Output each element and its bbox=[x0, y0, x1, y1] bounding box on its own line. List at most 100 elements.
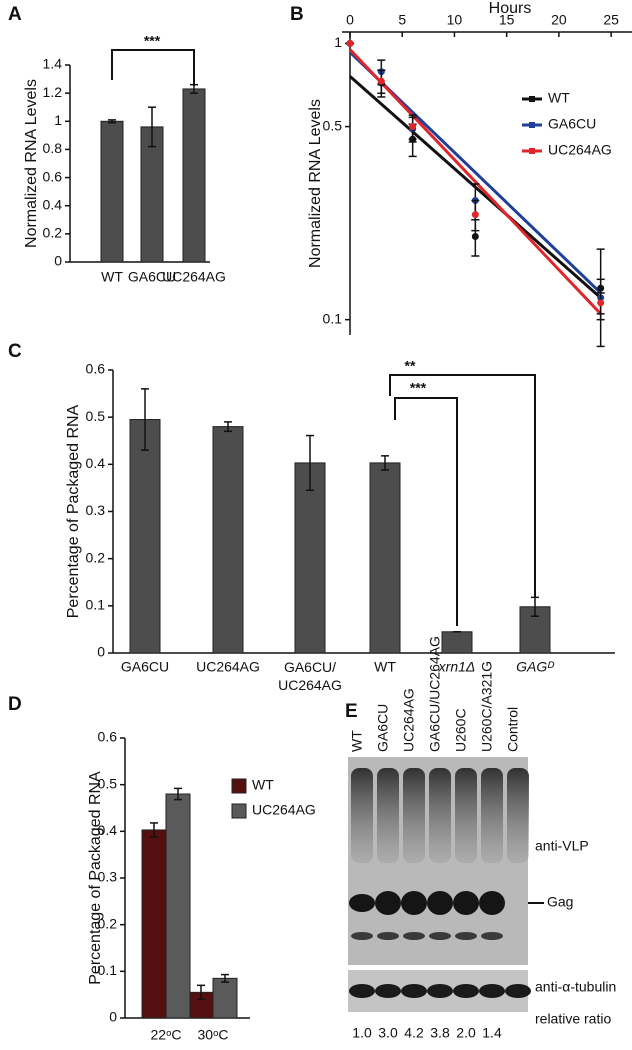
x-tick-label: 5 bbox=[398, 12, 406, 28]
ratio-label: 1.4 bbox=[482, 1025, 502, 1041]
x-tick-label: 0 bbox=[346, 12, 354, 28]
x-tick-label: 30ᵒC bbox=[198, 1027, 229, 1043]
gag-band bbox=[375, 891, 401, 915]
point bbox=[597, 299, 605, 307]
ratio-label: 4.2 bbox=[404, 1025, 424, 1041]
tubulin-band bbox=[375, 984, 401, 998]
y-tick-label: 0.4 bbox=[43, 196, 63, 212]
y-tick-label: 0.2 bbox=[86, 549, 106, 565]
panel-label: B bbox=[290, 4, 304, 25]
point bbox=[346, 39, 354, 47]
lane-label: U260C/A321G bbox=[479, 661, 495, 752]
error-bar bbox=[174, 787, 182, 801]
y-axis-label: Percentage of Packaged RNA bbox=[65, 404, 82, 618]
y-tick-label: 0.1 bbox=[323, 310, 343, 326]
legend-swatch bbox=[231, 803, 247, 819]
legend-swatch bbox=[231, 778, 247, 794]
y-tick-label: 0.4 bbox=[86, 455, 106, 471]
y-tick-label: 0.1 bbox=[86, 597, 106, 613]
y-tick-label: 0.3 bbox=[86, 502, 106, 518]
x-tick-label: 22ᵒC bbox=[151, 1027, 182, 1043]
x-tick-label: 10 bbox=[447, 12, 463, 28]
point bbox=[409, 123, 417, 131]
x-tick-label: GAGᴰ bbox=[516, 659, 554, 675]
fit-line bbox=[348, 48, 602, 315]
x-tick-label: GA6CU bbox=[121, 659, 169, 675]
x-tick-label: GA6CU bbox=[128, 269, 176, 285]
gag-band bbox=[349, 894, 375, 912]
bar bbox=[212, 977, 238, 1019]
legend-label: UC264AG bbox=[252, 802, 316, 818]
legend-label: WT bbox=[548, 90, 570, 106]
x-tick-label: WT bbox=[101, 269, 123, 285]
bar bbox=[129, 419, 161, 654]
error-bar bbox=[381, 455, 389, 471]
tubulin-band bbox=[427, 984, 453, 998]
error-bar bbox=[108, 119, 116, 124]
y-tick-label: 0 bbox=[109, 1009, 117, 1025]
y-tick-label: 0.1 bbox=[98, 962, 118, 978]
y-axis-label: Percentage of Packaged RNA bbox=[87, 771, 104, 985]
tubulin-band bbox=[349, 984, 375, 998]
legend-marker bbox=[529, 148, 535, 154]
error-bar bbox=[197, 984, 205, 1001]
lane-label: UC264AG bbox=[401, 688, 417, 752]
y-tick-label: 0.6 bbox=[86, 361, 106, 377]
error-bar bbox=[221, 973, 229, 983]
bar bbox=[441, 631, 473, 654]
y-tick-label: 0 bbox=[54, 253, 62, 269]
x-tick-label: UC264AG bbox=[196, 659, 260, 675]
smear bbox=[507, 768, 529, 863]
error-bar bbox=[148, 106, 156, 148]
y-tick-label: 0.2 bbox=[43, 225, 63, 241]
bar bbox=[141, 829, 167, 1019]
blot-label: Gag bbox=[547, 894, 573, 910]
x-tick-label: xrn1Δ bbox=[438, 659, 476, 675]
lane-label: WT bbox=[349, 730, 365, 752]
tubulin-band bbox=[505, 984, 531, 998]
x-axis-label: Hours bbox=[489, 0, 532, 17]
gag-band bbox=[479, 891, 505, 915]
lower-band bbox=[429, 932, 451, 940]
tubulin-band bbox=[401, 984, 427, 998]
smear bbox=[403, 768, 425, 863]
x-tick-label: 25 bbox=[603, 12, 619, 28]
lower-band bbox=[455, 932, 477, 940]
ratio-label: 1.0 bbox=[352, 1025, 372, 1041]
bar bbox=[212, 426, 244, 654]
smear bbox=[377, 768, 399, 863]
lower-band bbox=[351, 932, 373, 940]
blot-label: anti-VLP bbox=[535, 838, 589, 854]
tubulin-band bbox=[453, 984, 479, 998]
panel-label: C bbox=[8, 341, 22, 362]
lower-band bbox=[403, 932, 425, 940]
point bbox=[471, 233, 479, 241]
ratio-label: 3.8 bbox=[430, 1025, 450, 1041]
lane-label: GA6CU bbox=[375, 704, 391, 752]
y-tick-label: 0.5 bbox=[98, 775, 118, 791]
y-tick-label: 0 bbox=[97, 644, 105, 660]
error-bar bbox=[141, 388, 149, 451]
panel-label: E bbox=[345, 701, 358, 722]
bar bbox=[294, 462, 326, 654]
legend-marker bbox=[529, 96, 535, 102]
y-tick-label: 0.3 bbox=[98, 869, 118, 885]
legend-marker bbox=[529, 122, 535, 128]
significance-bracket bbox=[111, 49, 195, 86]
y-tick-label: 0.2 bbox=[98, 915, 118, 931]
lower-band bbox=[377, 932, 399, 940]
significance-bracket bbox=[389, 374, 536, 598]
error-bar bbox=[150, 822, 158, 838]
point bbox=[471, 211, 479, 219]
y-tick-label: 1 bbox=[54, 112, 62, 128]
x-tick-label: WT bbox=[374, 659, 396, 675]
bar bbox=[100, 120, 124, 263]
significance-label: *** bbox=[144, 33, 161, 49]
blot-label: relative ratio bbox=[535, 1011, 611, 1027]
panel-label: A bbox=[8, 4, 22, 25]
panel-label: D bbox=[8, 694, 22, 715]
y-axis-label: Normalized RNA Levels bbox=[23, 79, 40, 248]
y-tick-label: 0.5 bbox=[323, 117, 343, 133]
y-axis-label: Normalized RNA Levels bbox=[307, 99, 324, 268]
